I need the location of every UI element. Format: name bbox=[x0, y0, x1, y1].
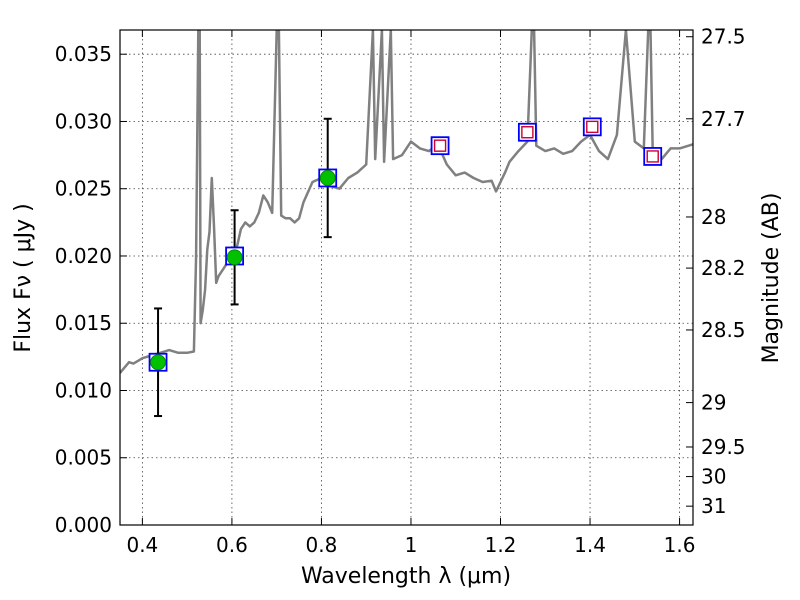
spectrum-line bbox=[120, 30, 693, 374]
x-tick-label: 0.8 bbox=[306, 533, 338, 557]
right-tick-label: 31 bbox=[701, 494, 726, 518]
y-tick-label: 0.025 bbox=[55, 177, 112, 201]
right-tick-label: 27.7 bbox=[701, 107, 746, 131]
model-marker-inner bbox=[586, 120, 599, 134]
x-tick-label: 0.6 bbox=[216, 533, 248, 557]
model-marker-inner bbox=[433, 139, 447, 152]
observed-point bbox=[226, 249, 243, 266]
model-marker-inner bbox=[646, 150, 659, 163]
observed-photometry bbox=[150, 170, 336, 371]
right-tick-label: 28.5 bbox=[701, 318, 746, 342]
y-tick-label: 0.005 bbox=[55, 446, 112, 470]
x-tick-label: 1 bbox=[405, 533, 418, 557]
x-tick-label: 1.4 bbox=[574, 533, 606, 557]
observed-point bbox=[319, 170, 336, 186]
right-tick-label: 30 bbox=[701, 465, 726, 489]
x-axis-ticks: 0.4 0.6 0.8 1 1.2 1.4 1.6 bbox=[126, 30, 695, 557]
x-tick-label: 0.4 bbox=[126, 533, 158, 557]
right-tick-label: 28.2 bbox=[701, 256, 746, 280]
model-marker-inner bbox=[521, 126, 534, 139]
y-tick-label: 0.010 bbox=[55, 378, 112, 402]
right-axis-ticks: 27.5 27.7 28 28.2 28.5 29 29.5 30 31 bbox=[686, 25, 746, 518]
right-axis-label: Magnitude (AB) bbox=[759, 193, 784, 364]
y-tick-label: 0.020 bbox=[55, 244, 112, 268]
plot-frame bbox=[119, 29, 694, 526]
x-axis-label: Wavelength λ (μm) bbox=[301, 564, 511, 589]
grid bbox=[120, 30, 693, 526]
y-tick-label: 0.000 bbox=[55, 513, 112, 537]
y-axis-ticks: 0.000 0.005 0.010 0.015 0.020 0.025 0.030 0.035 bbox=[55, 42, 127, 537]
y-axis-label: Flux Fν ( μJy ) bbox=[11, 203, 36, 352]
spectrum-layer bbox=[120, 30, 693, 374]
right-tick-label: 28 bbox=[701, 205, 726, 229]
y-tick-label: 0.015 bbox=[55, 311, 112, 335]
y-tick-label: 0.030 bbox=[55, 109, 112, 133]
right-tick-label: 27.5 bbox=[701, 25, 746, 49]
x-tick-label: 1.6 bbox=[664, 533, 696, 557]
observed-point bbox=[150, 354, 166, 371]
y-tick-label: 0.035 bbox=[55, 42, 112, 66]
right-tick-label: 29 bbox=[701, 391, 726, 415]
x-tick-label: 1.2 bbox=[485, 533, 517, 557]
right-tick-label: 29.5 bbox=[701, 435, 746, 459]
